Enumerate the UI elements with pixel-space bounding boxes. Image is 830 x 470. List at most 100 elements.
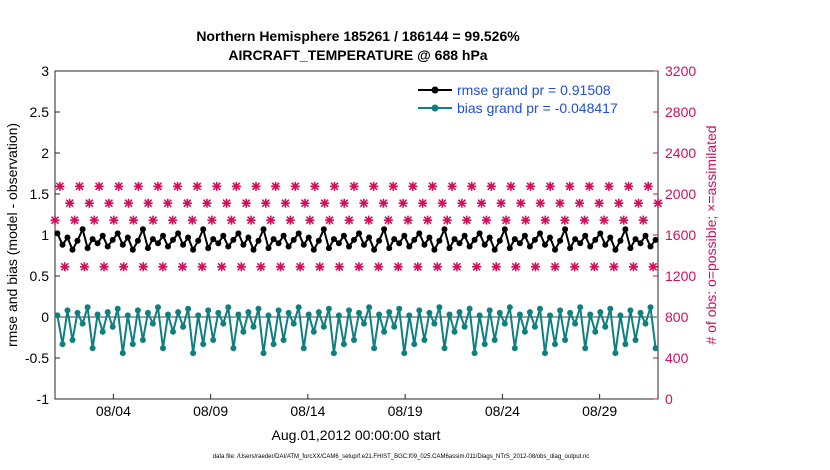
- rmse-point: [481, 241, 488, 248]
- rmse-point: [461, 232, 468, 239]
- right-y-tick-label: 2000: [665, 186, 696, 202]
- right-y-axis-label: # of obs: o=possible; ×=assimilated: [703, 125, 719, 344]
- obs-assimilated-marker: [575, 198, 585, 208]
- bias-point: [511, 345, 518, 352]
- obs-assimilated-marker: [413, 262, 423, 272]
- obs-assimilated-marker: [481, 215, 491, 225]
- left-y-tick-label: 2.5: [30, 104, 50, 120]
- left-y-tick-label: 1: [41, 227, 49, 243]
- obs-assimilated-marker: [187, 215, 197, 225]
- bias-point: [391, 323, 398, 330]
- x-tick-label: 08/04: [96, 403, 131, 419]
- right-y-axis: 0 400 800 1200 1600 2000 2400 2800 3200: [653, 63, 696, 407]
- obs-assimilated-marker: [256, 262, 266, 272]
- rmse-point: [426, 234, 433, 241]
- rmse-point: [531, 236, 538, 243]
- rmse-point: [129, 246, 136, 253]
- obs-assimilated-marker: [305, 215, 315, 225]
- bias-point: [466, 305, 473, 312]
- bias-point: [255, 305, 262, 312]
- obs-assimilated-marker: [261, 198, 271, 208]
- rmse-point: [195, 237, 202, 244]
- rmse-point: [114, 230, 121, 237]
- bias-point: [59, 341, 66, 348]
- obs-assimilated-marker: [496, 198, 506, 208]
- obs-assimilated-marker: [320, 198, 330, 208]
- bias-point: [185, 305, 192, 312]
- rmse-point: [406, 243, 413, 250]
- obs-assimilated-marker: [173, 181, 183, 191]
- bias-point: [240, 328, 247, 335]
- rmse-point: [139, 226, 146, 233]
- obs-assimilated-marker: [364, 215, 374, 225]
- bias-point: [592, 328, 599, 335]
- rmse-point: [652, 236, 659, 243]
- bias-point: [325, 305, 332, 312]
- bias-point: [330, 350, 337, 357]
- bias-point: [436, 304, 443, 311]
- obs-assimilated-marker: [570, 262, 580, 272]
- bias-point: [451, 328, 458, 335]
- bias-point: [521, 328, 528, 335]
- bias-point: [396, 305, 403, 312]
- bias-point: [361, 320, 367, 327]
- rmse-point: [587, 243, 594, 250]
- rmse-point: [401, 232, 408, 239]
- obs-assimilated-marker: [447, 181, 457, 191]
- obs-assimilated-marker: [153, 181, 163, 191]
- rmse-point: [205, 245, 212, 252]
- bias-point: [149, 320, 156, 327]
- obs-assimilated-marker: [276, 262, 286, 272]
- bias-point: [642, 320, 649, 327]
- obs-assimilated-marker: [442, 215, 452, 225]
- bias-point: [220, 320, 227, 327]
- obs-assimilated-marker: [143, 198, 153, 208]
- obs-assimilated-marker: [192, 181, 202, 191]
- obs-assimilated-marker: [565, 181, 575, 191]
- obs-assimilated-marker: [207, 215, 217, 225]
- obs-assimilated-marker: [521, 215, 531, 225]
- rmse-point: [366, 234, 373, 241]
- obs-assimilated-marker: [501, 215, 511, 225]
- bias-point: [124, 312, 131, 319]
- bias-point: [416, 307, 423, 314]
- rmse-point: [330, 236, 337, 243]
- bias-point: [215, 309, 222, 316]
- rmse-point: [617, 237, 624, 244]
- bias-point: [64, 307, 71, 314]
- bias-point: [250, 323, 257, 330]
- bias-point: [632, 337, 639, 343]
- rmse-point: [537, 230, 543, 237]
- rmse-point: [119, 241, 126, 248]
- rmse-point: [310, 246, 317, 253]
- rmse-point: [64, 234, 71, 241]
- rmse-point: [74, 237, 81, 244]
- bias-point: [205, 307, 212, 314]
- rmse-point: [215, 240, 222, 247]
- rmse-point: [160, 232, 166, 239]
- rmse-point: [421, 241, 428, 248]
- rmse-point: [265, 245, 272, 252]
- rmse-point: [371, 246, 378, 253]
- left-y-tick-label: 3: [41, 63, 49, 79]
- rmse-point: [124, 234, 131, 241]
- rmse-point: [104, 243, 111, 250]
- bias-point: [260, 350, 267, 357]
- bias-point: [84, 304, 91, 311]
- obs-assimilated-marker: [300, 198, 310, 208]
- rmse-point: [446, 245, 453, 252]
- right-y-tick-label: 2800: [665, 104, 696, 120]
- obs-assimilated-marker: [619, 215, 629, 225]
- obs-assimilated-marker: [70, 215, 80, 225]
- obs-assimilated-marker: [217, 262, 227, 272]
- bias-point: [200, 341, 207, 348]
- bias-point: [315, 309, 322, 316]
- rmse-point: [109, 236, 116, 243]
- x-tick-label: 08/24: [485, 403, 520, 419]
- obs-assimilated-marker: [315, 262, 325, 272]
- rmse-point: [642, 232, 649, 239]
- obs-assimilated-marker: [109, 215, 119, 225]
- x-tick-label: 08/09: [193, 403, 228, 419]
- bias-point: [235, 311, 242, 318]
- bias-point: [582, 345, 589, 352]
